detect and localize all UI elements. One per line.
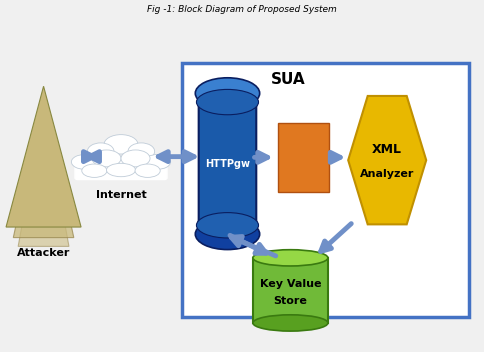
Text: Fig -1: Block Diagram of Proposed System: Fig -1: Block Diagram of Proposed System <box>147 5 337 14</box>
Ellipse shape <box>195 78 259 109</box>
FancyBboxPatch shape <box>198 89 257 238</box>
Text: Key Value: Key Value <box>259 279 321 289</box>
FancyBboxPatch shape <box>278 123 329 192</box>
Polygon shape <box>13 97 74 238</box>
Ellipse shape <box>104 134 138 154</box>
Text: Attacker: Attacker <box>17 249 70 258</box>
Text: HTTPgw: HTTPgw <box>205 159 250 169</box>
Ellipse shape <box>71 155 98 169</box>
Ellipse shape <box>135 164 160 177</box>
Ellipse shape <box>82 164 107 177</box>
Ellipse shape <box>144 155 171 169</box>
Bar <box>253 258 328 323</box>
Text: Store: Store <box>273 296 307 306</box>
Ellipse shape <box>87 143 114 160</box>
Ellipse shape <box>253 315 328 331</box>
FancyBboxPatch shape <box>75 157 167 180</box>
Text: Analyzer: Analyzer <box>360 169 414 179</box>
Ellipse shape <box>197 89 258 115</box>
FancyBboxPatch shape <box>182 63 469 317</box>
Ellipse shape <box>121 150 150 167</box>
Polygon shape <box>18 106 69 246</box>
Polygon shape <box>6 86 81 227</box>
Ellipse shape <box>106 163 136 177</box>
Ellipse shape <box>253 250 328 266</box>
Text: XML: XML <box>372 143 402 156</box>
Ellipse shape <box>92 150 121 167</box>
Text: Internet: Internet <box>96 190 146 200</box>
Ellipse shape <box>197 213 258 238</box>
Polygon shape <box>348 96 426 224</box>
Text: SUA: SUA <box>271 72 305 87</box>
Ellipse shape <box>128 143 155 160</box>
Ellipse shape <box>195 219 259 250</box>
